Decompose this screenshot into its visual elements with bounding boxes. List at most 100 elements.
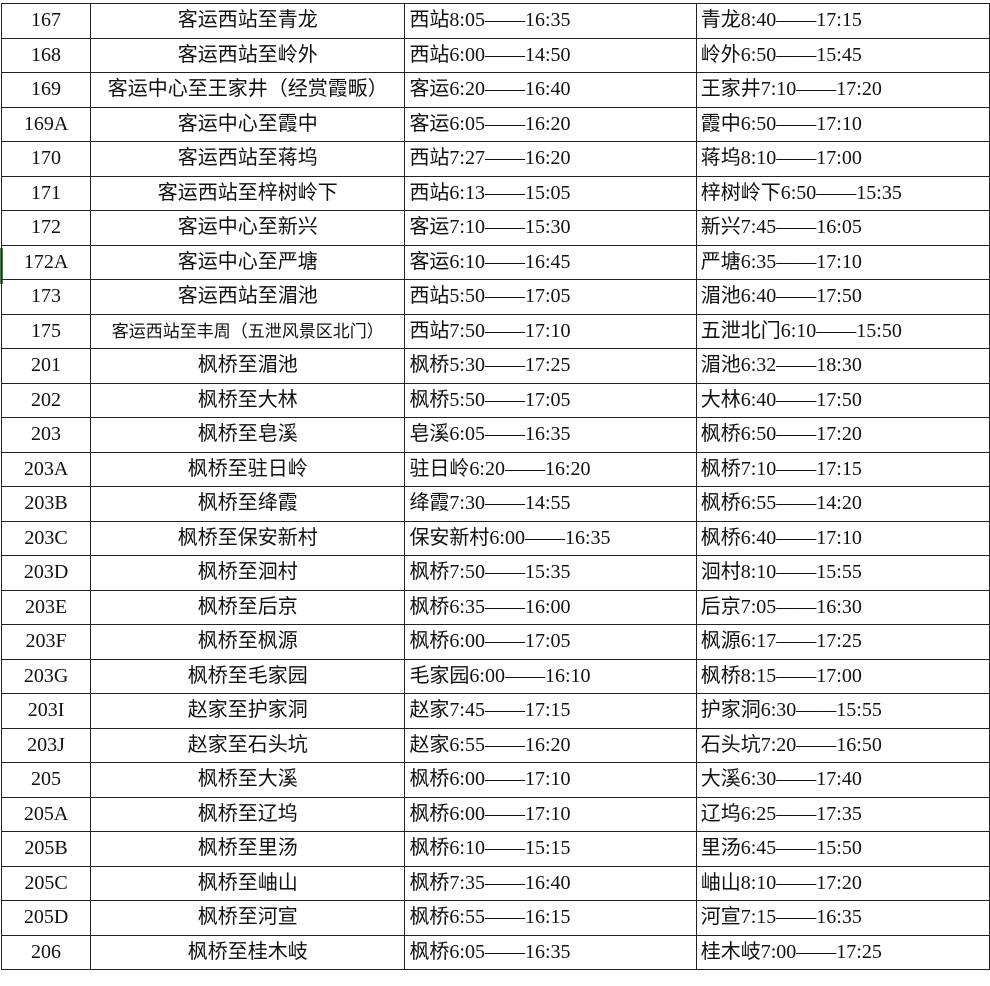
route-name-cell[interactable]: 枫桥至湄池 [90, 348, 406, 384]
route-name-cell[interactable]: 枫桥至后京 [90, 589, 406, 625]
route-name-cell[interactable]: 枫桥至驻日岭 [90, 451, 406, 487]
return-departure-cell[interactable]: 湄池6:32——18:30 [695, 348, 990, 384]
first-departure-cell[interactable]: 赵家7:45——17:15 [404, 693, 697, 729]
route-name-cell[interactable]: 枫桥至大溪 [90, 762, 406, 798]
return-departure-cell[interactable]: 湄池6:40——17:50 [695, 279, 990, 315]
return-departure-cell[interactable]: 枫桥6:40——17:10 [695, 520, 990, 556]
route-name-cell[interactable]: 客运西站至丰周（五泄风景区北门） [90, 313, 406, 349]
return-departure-cell[interactable]: 岫山8:10——17:20 [695, 865, 990, 901]
return-departure-cell[interactable]: 枫桥6:50——17:20 [695, 417, 990, 453]
first-departure-cell[interactable]: 客运6:20——16:40 [404, 72, 697, 108]
route-name-cell[interactable]: 枫桥至洄村 [90, 555, 406, 591]
route-number-cell[interactable]: 205D [0, 900, 92, 936]
return-departure-cell[interactable]: 枫桥8:15——17:00 [695, 658, 990, 694]
first-departure-cell[interactable]: 皂溪6:05——16:35 [404, 417, 697, 453]
first-departure-cell[interactable]: 枫桥7:50——15:35 [404, 555, 697, 591]
return-departure-cell[interactable]: 新兴7:45——16:05 [695, 210, 990, 246]
first-departure-cell[interactable]: 西站6:00——14:50 [404, 37, 697, 73]
route-number-cell[interactable]: 203J [0, 727, 92, 763]
first-departure-cell[interactable]: 枫桥5:50——17:05 [404, 382, 697, 418]
first-departure-cell[interactable]: 枫桥6:00——17:10 [404, 762, 697, 798]
first-departure-cell[interactable]: 西站8:05——16:35 [404, 3, 697, 39]
route-name-cell[interactable]: 枫桥至里汤 [90, 831, 406, 867]
route-name-cell[interactable]: 枫桥至皂溪 [90, 417, 406, 453]
route-name-cell[interactable]: 枫桥至河宣 [90, 900, 406, 936]
return-departure-cell[interactable]: 枫源6:17——17:25 [695, 624, 990, 660]
route-name-cell[interactable]: 枫桥至枫源 [90, 624, 406, 660]
first-departure-cell[interactable]: 保安新村6:00——16:35 [404, 520, 697, 556]
route-number-cell[interactable]: 203D [0, 555, 92, 591]
first-departure-cell[interactable]: 枫桥6:00——17:10 [404, 796, 697, 832]
return-departure-cell[interactable]: 后京7:05——16:30 [695, 589, 990, 625]
return-departure-cell[interactable]: 洄村8:10——15:55 [695, 555, 990, 591]
route-number-cell[interactable]: 203A [0, 451, 92, 487]
route-name-cell[interactable]: 客运西站至湄池 [90, 279, 406, 315]
first-departure-cell[interactable]: 枫桥6:35——16:00 [404, 589, 697, 625]
route-name-cell[interactable]: 客运中心至严塘 [90, 244, 406, 280]
return-departure-cell[interactable]: 岭外6:50——15:45 [695, 37, 990, 73]
route-name-cell[interactable]: 客运西站至青龙 [90, 3, 406, 39]
first-departure-cell[interactable]: 赵家6:55——16:20 [404, 727, 697, 763]
route-number-cell[interactable]: 203 [0, 417, 92, 453]
return-departure-cell[interactable]: 石头坑7:20——16:50 [695, 727, 990, 763]
return-departure-cell[interactable]: 大溪6:30——17:40 [695, 762, 990, 798]
return-departure-cell[interactable]: 青龙8:40——17:15 [695, 3, 990, 39]
first-departure-cell[interactable]: 客运7:10——15:30 [404, 210, 697, 246]
route-name-cell[interactable]: 客运中心至新兴 [90, 210, 406, 246]
return-departure-cell[interactable]: 辽坞6:25——17:35 [695, 796, 990, 832]
route-name-cell[interactable]: 枫桥至辽坞 [90, 796, 406, 832]
route-number-cell[interactable]: 203I [0, 693, 92, 729]
route-number-cell[interactable]: 205B [0, 831, 92, 867]
return-departure-cell[interactable]: 五泄北门6:10——15:50 [695, 313, 990, 349]
return-departure-cell[interactable]: 枫桥7:10——17:15 [695, 451, 990, 487]
route-number-cell[interactable]: 205C [0, 865, 92, 901]
return-departure-cell[interactable]: 枫桥6:55——14:20 [695, 486, 990, 522]
return-departure-cell[interactable]: 桂木岐7:00——17:25 [695, 934, 990, 970]
route-number-cell[interactable]: 173 [0, 279, 92, 315]
route-number-cell[interactable]: 203G [0, 658, 92, 694]
return-departure-cell[interactable]: 霞中6:50——17:10 [695, 106, 990, 142]
route-name-cell[interactable]: 枫桥至岫山 [90, 865, 406, 901]
first-departure-cell[interactable]: 西站6:13——15:05 [404, 175, 697, 211]
route-number-cell[interactable]: 203C [0, 520, 92, 556]
return-departure-cell[interactable]: 河宣7:15——16:35 [695, 900, 990, 936]
route-number-cell[interactable]: 201 [0, 348, 92, 384]
first-departure-cell[interactable]: 枫桥6:10——15:15 [404, 831, 697, 867]
return-departure-cell[interactable]: 王家井7:10——17:20 [695, 72, 990, 108]
route-number-cell[interactable]: 167 [0, 3, 92, 39]
route-number-cell[interactable]: 206 [0, 934, 92, 970]
route-number-cell[interactable]: 203B [0, 486, 92, 522]
route-name-cell[interactable]: 枫桥至大林 [90, 382, 406, 418]
first-departure-cell[interactable]: 枫桥6:00——17:05 [404, 624, 697, 660]
route-number-cell[interactable]: 169 [0, 72, 92, 108]
first-departure-cell[interactable]: 西站5:50——17:05 [404, 279, 697, 315]
route-name-cell[interactable]: 客运西站至蒋坞 [90, 141, 406, 177]
first-departure-cell[interactable]: 客运6:05——16:20 [404, 106, 697, 142]
first-departure-cell[interactable]: 枫桥6:55——16:15 [404, 900, 697, 936]
route-name-cell[interactable]: 客运中心至王家井（经赏霞畈） [90, 72, 406, 108]
return-departure-cell[interactable]: 大林6:40——17:50 [695, 382, 990, 418]
first-departure-cell[interactable]: 枫桥6:05——16:35 [404, 934, 697, 970]
route-name-cell[interactable]: 客运西站至梓树岭下 [90, 175, 406, 211]
first-departure-cell[interactable]: 绛霞7:30——14:55 [404, 486, 697, 522]
route-number-cell[interactable]: 205A [0, 796, 92, 832]
first-departure-cell[interactable]: 驻日岭6:20——16:20 [404, 451, 697, 487]
return-departure-cell[interactable]: 里汤6:45——15:50 [695, 831, 990, 867]
route-name-cell[interactable]: 客运西站至岭外 [90, 37, 406, 73]
return-departure-cell[interactable]: 梓树岭下6:50——15:35 [695, 175, 990, 211]
route-number-cell[interactable]: 172A [0, 244, 92, 280]
first-departure-cell[interactable]: 客运6:10——16:45 [404, 244, 697, 280]
route-name-cell[interactable]: 赵家至护家洞 [90, 693, 406, 729]
first-departure-cell[interactable]: 毛家园6:00——16:10 [404, 658, 697, 694]
route-name-cell[interactable]: 枫桥至保安新村 [90, 520, 406, 556]
route-number-cell[interactable]: 172 [0, 210, 92, 246]
first-departure-cell[interactable]: 枫桥7:35——16:40 [404, 865, 697, 901]
route-number-cell[interactable]: 202 [0, 382, 92, 418]
route-number-cell[interactable]: 169A [0, 106, 92, 142]
first-departure-cell[interactable]: 西站7:50——17:10 [404, 313, 697, 349]
route-number-cell[interactable]: 168 [0, 37, 92, 73]
route-name-cell[interactable]: 枫桥至桂木岐 [90, 934, 406, 970]
first-departure-cell[interactable]: 西站7:27——16:20 [404, 141, 697, 177]
route-number-cell[interactable]: 170 [0, 141, 92, 177]
route-number-cell[interactable]: 171 [0, 175, 92, 211]
